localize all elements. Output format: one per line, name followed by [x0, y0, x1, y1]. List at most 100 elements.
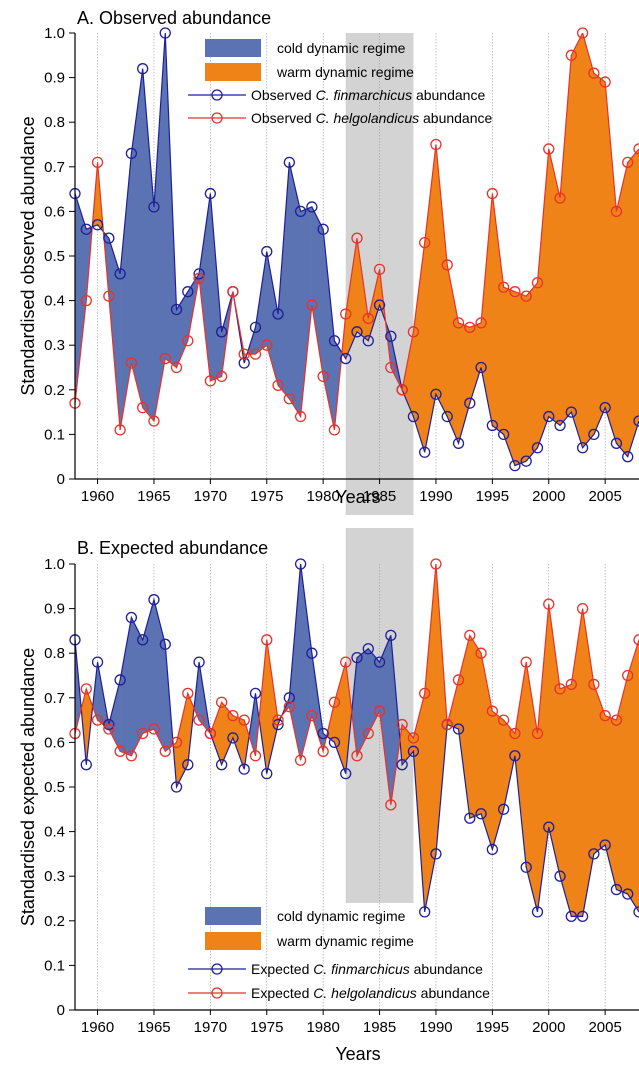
finmarchicus-point	[576, 910, 589, 922]
warm-regime-area	[627, 148, 639, 457]
finmarchicus-point	[599, 401, 611, 414]
finmarchicus-legend-label: Expected C. finmarchicus abundance	[251, 961, 483, 977]
helgolandicus-point	[340, 656, 352, 668]
finmarchicus-point	[633, 906, 639, 918]
helgolandicus-point	[238, 348, 250, 360]
helgolandicus-point	[272, 379, 284, 391]
finmarchicus-point	[633, 415, 639, 427]
finmarchicus-point	[565, 910, 577, 922]
helgolandicus-point	[622, 156, 634, 168]
finmarchicus-point	[362, 335, 374, 347]
helgolandicus-point	[261, 339, 273, 351]
cold-regime-area	[142, 68, 155, 422]
finmarchicus-point	[215, 326, 228, 338]
cold-regime-area	[289, 162, 301, 418]
helgolandicus-point	[430, 138, 442, 151]
helgolandicus-point	[328, 424, 341, 436]
y-tick-label: 0.1	[44, 957, 65, 974]
warm-regime-area	[571, 33, 583, 448]
finmarchicus-point	[125, 147, 138, 160]
panel-b-ylabel: Standardised expected abundance	[18, 648, 38, 926]
finmarchicus-point	[182, 286, 194, 298]
finmarchicus-legend-marker	[211, 963, 223, 975]
finmarchicus-point	[407, 745, 420, 757]
helgolandicus-point	[475, 317, 487, 329]
cold-regime-area	[131, 617, 143, 756]
finmarchicus-point	[215, 759, 228, 771]
helgolandicus-point	[103, 723, 115, 735]
finmarchicus-point	[520, 455, 532, 467]
helgolandicus-point	[125, 750, 138, 762]
panel-a-title: A. Observed abundance	[77, 8, 271, 28]
helgolandicus-legend-label: Observed C. helgolandicus abundance	[251, 110, 493, 126]
helgolandicus-point	[272, 714, 284, 726]
x-tick-label: 1975	[250, 1019, 283, 1036]
panel-a-legend: cold dynamic regime warm dynamic regime …	[188, 39, 493, 126]
finmarchicus-point	[148, 201, 160, 213]
helgolandicus-point	[351, 750, 363, 762]
finmarchicus-point	[294, 558, 307, 570]
helgolandicus-point	[306, 709, 318, 722]
helgolandicus-point	[599, 709, 611, 722]
finmarchicus-point	[610, 883, 623, 896]
helgolandicus-point	[193, 272, 205, 284]
helgolandicus-point	[622, 669, 634, 682]
finmarchicus-point	[362, 643, 374, 655]
warm-regime-area	[492, 193, 504, 435]
y-tick-label: 0.5	[44, 779, 65, 796]
finmarchicus-point	[610, 437, 623, 449]
helgolandicus-point	[576, 602, 589, 615]
warm-regime-area	[537, 148, 549, 448]
finmarchicus-point	[599, 839, 611, 851]
y-tick-label: 0	[57, 471, 65, 488]
finmarchicus-point	[193, 268, 205, 280]
finmarchicus-point	[351, 326, 363, 338]
finmarchicus-point	[520, 861, 532, 873]
helgolandicus-point	[599, 76, 611, 88]
helgolandicus-point	[565, 678, 577, 691]
warm-regime-area	[176, 693, 189, 788]
cold-regime-area	[119, 153, 132, 430]
helgolandicus-point	[227, 709, 239, 722]
helgolandicus-point	[385, 361, 397, 374]
finmarchicus-point	[306, 647, 318, 659]
helgolandicus-point	[633, 143, 639, 155]
helgolandicus-point	[238, 714, 250, 726]
finmarchicus-line	[75, 564, 639, 917]
helgolandicus-point	[306, 299, 318, 311]
warm-regime-area	[458, 635, 470, 819]
finmarchicus-point	[464, 397, 476, 409]
helgolandicus-legend-marker	[211, 112, 223, 124]
finmarchicus-point	[204, 187, 217, 200]
helgolandicus-point	[588, 67, 600, 79]
helgolandicus-point	[193, 714, 205, 726]
finmarchicus-point	[373, 299, 386, 311]
finmarchicus-point	[588, 428, 600, 441]
helgolandicus-point	[137, 401, 149, 414]
cold-regime-area	[311, 206, 324, 377]
helgolandicus-point	[283, 701, 295, 713]
finmarchicus-point	[272, 308, 284, 320]
helgolandicus-point	[419, 236, 431, 249]
finmarchicus-point	[249, 687, 262, 699]
x-tick-label: 1990	[419, 1019, 452, 1036]
x-tick-label: 1980	[306, 488, 339, 505]
helgolandicus-point	[610, 205, 623, 218]
helgolandicus-point	[543, 598, 555, 610]
helgolandicus-point	[80, 683, 92, 695]
panel-a-xlabel: Years	[335, 487, 380, 507]
helgolandicus-point	[227, 286, 239, 298]
warm-regime-area	[582, 33, 595, 449]
finmarchicus-point	[91, 656, 104, 668]
finmarchicus-point	[464, 812, 476, 824]
warm-regime-area	[435, 144, 448, 417]
helgolandicus-point	[486, 187, 499, 200]
finmarchicus-point	[317, 727, 329, 740]
finmarchicus-point	[170, 781, 183, 793]
warm-regime-area	[514, 662, 527, 868]
y-tick-label: 0.2	[44, 913, 65, 930]
finmarchicus-point	[351, 652, 363, 664]
warm-regime-area	[469, 634, 482, 819]
y-tick-label: 0.5	[44, 248, 65, 265]
